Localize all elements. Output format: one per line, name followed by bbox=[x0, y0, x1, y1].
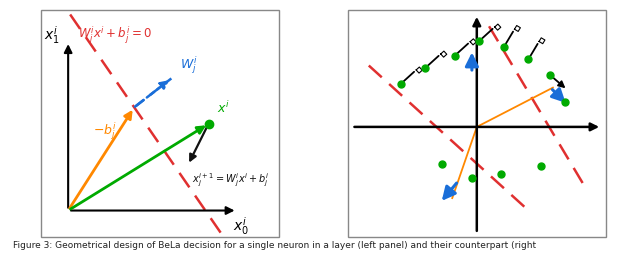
Bar bbox=[348, 10, 605, 237]
Text: Figure 3: Geometrical design of BeLa decision for a single neuron in a layer (le: Figure 3: Geometrical design of BeLa dec… bbox=[13, 241, 536, 250]
Text: $x_0^i$: $x_0^i$ bbox=[234, 215, 250, 237]
Text: $W_j^i$: $W_j^i$ bbox=[180, 55, 197, 76]
Text: $x_j^{i+1} = W_j^i x^i + b_j^i$: $x_j^{i+1} = W_j^i x^i + b_j^i$ bbox=[192, 171, 269, 189]
Text: $x_1^i$: $x_1^i$ bbox=[44, 24, 60, 46]
Text: $x^i$: $x^i$ bbox=[217, 100, 230, 116]
Text: $-b_j^i$: $-b_j^i$ bbox=[93, 121, 117, 142]
Text: $W_j^i x^i + b_j^i = 0$: $W_j^i x^i + b_j^i = 0$ bbox=[79, 25, 152, 46]
Bar bbox=[42, 10, 278, 237]
